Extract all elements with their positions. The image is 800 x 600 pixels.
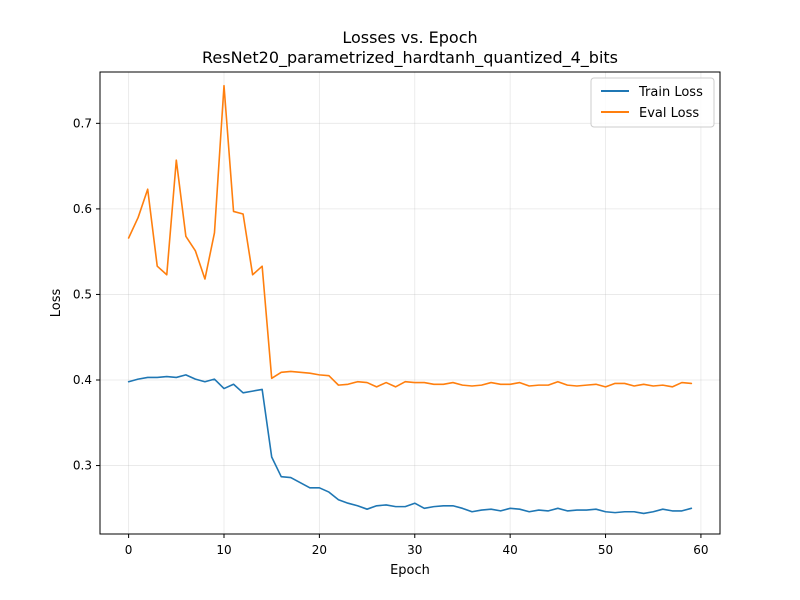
series-line-eval-loss (127, 84, 693, 388)
y-axis-label: Loss (49, 289, 64, 318)
y-tick-label: 0.4 (73, 373, 92, 387)
legend: Train Loss Eval Loss (590, 77, 715, 128)
y-axis-ticks: 0.3 0.4 0.5 0.6 0.7 (73, 116, 100, 473)
x-tick-label: 20 (312, 543, 327, 557)
x-tick-label: 60 (693, 543, 708, 557)
x-tick-label: 50 (598, 543, 613, 557)
series-layer (127, 84, 693, 515)
chart-subtitle: ResNet20_parametrized_hardtanh_quantized… (202, 48, 618, 68)
x-axis-ticks: 0 10 20 30 40 50 60 (125, 534, 709, 557)
x-tick-label: 10 (216, 543, 231, 557)
y-tick-label: 0.3 (73, 459, 92, 473)
x-axis-label: Epoch (390, 563, 430, 578)
series-points-train-loss (128, 374, 692, 514)
x-tick-label: 40 (503, 543, 518, 557)
y-tick-label: 0.5 (73, 287, 92, 301)
series-line-train-loss (127, 374, 693, 515)
axes-frame (99, 71, 721, 535)
y-tick-label: 0.6 (73, 202, 92, 216)
chart-title: Losses vs. Epoch (342, 28, 477, 47)
y-tick-label: 0.7 (73, 116, 92, 130)
legend-label-train-loss: Train Loss (638, 85, 703, 100)
grid-lines (100, 72, 720, 534)
x-tick-label: 30 (407, 543, 422, 557)
x-tick-label: 0 (125, 543, 133, 557)
series-points-eval-loss (128, 85, 692, 387)
legend-label-eval-loss: Eval Loss (639, 106, 699, 121)
